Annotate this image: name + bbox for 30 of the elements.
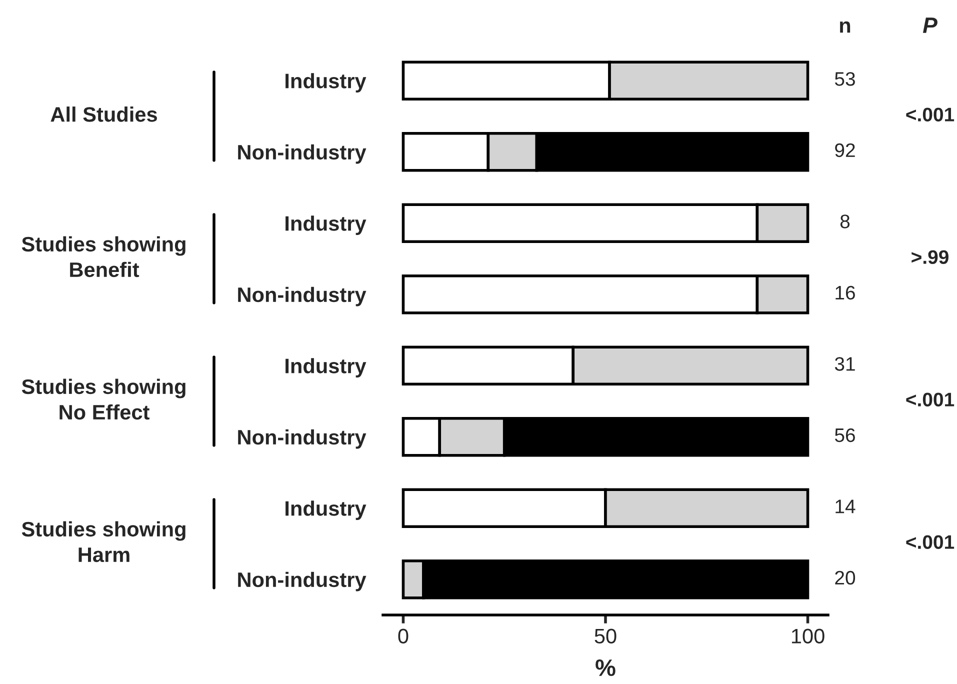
y-tick-label: Industry <box>286 216 366 235</box>
text: 56 <box>834 428 855 442</box>
text: <.001 <box>906 108 954 122</box>
y-tick-label: Non-industry <box>238 572 366 592</box>
x-tick-label: 50 <box>594 628 616 644</box>
text: P <box>922 18 938 33</box>
text: <.001 <box>906 392 954 406</box>
text: 20 <box>835 570 856 585</box>
y-tick-label: Non-industry <box>238 286 366 306</box>
text: 53 <box>834 72 855 86</box>
x-tick-label: 100 <box>792 628 824 644</box>
text: Studies showing Benefit <box>22 236 186 278</box>
y-tick-label: Non-industry <box>238 429 366 449</box>
y-tick-label: Industry <box>286 500 366 520</box>
text: 8 <box>840 214 850 228</box>
text: 16 <box>836 286 855 300</box>
text: 92 <box>835 143 855 158</box>
text: 31 <box>834 357 855 371</box>
y-tick-label: Industry <box>286 73 366 92</box>
text: 14 <box>836 500 856 514</box>
text: n <box>840 21 850 33</box>
x-axis-title: % <box>596 659 616 676</box>
text: >.99 <box>912 250 948 264</box>
y-tick-label: Industry <box>286 358 366 378</box>
text: Studies showing No Effect <box>22 378 186 420</box>
x-tick-label: 0 <box>398 628 408 644</box>
text: <.001 <box>906 535 954 549</box>
text: All Studies <box>50 106 157 122</box>
text: Studies showing Harm <box>22 521 186 562</box>
y-tick-label: Non-industry <box>238 144 366 164</box>
